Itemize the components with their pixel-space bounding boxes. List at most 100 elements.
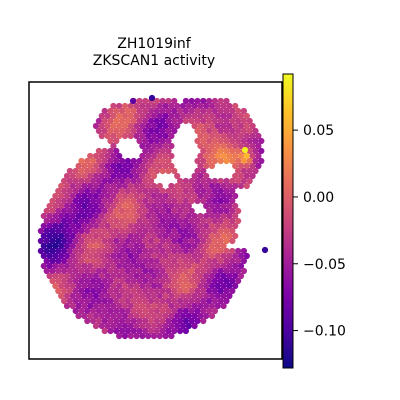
spot — [116, 192, 123, 200]
spot — [194, 177, 201, 185]
spot — [121, 112, 129, 120]
spot — [217, 237, 224, 245]
spot — [142, 97, 149, 105]
spot — [92, 282, 100, 290]
spot — [136, 127, 143, 135]
spot — [92, 162, 100, 170]
spot — [153, 147, 160, 155]
spot — [90, 167, 97, 175]
spot — [133, 232, 140, 240]
spot — [174, 302, 181, 310]
spot — [185, 262, 192, 270]
spot — [156, 202, 163, 210]
spot — [197, 112, 204, 120]
spot — [185, 272, 192, 280]
spot — [98, 192, 105, 200]
spot — [104, 132, 111, 140]
spot — [150, 312, 158, 320]
spot — [182, 257, 189, 265]
spot — [142, 187, 149, 195]
spot — [168, 272, 175, 280]
spot — [98, 162, 105, 170]
spot — [81, 262, 88, 270]
spot — [69, 222, 76, 230]
spot — [148, 257, 155, 265]
spot — [177, 317, 184, 325]
spot — [200, 167, 207, 175]
spot — [240, 177, 247, 185]
spot — [235, 267, 242, 275]
spot — [148, 107, 155, 115]
spot — [232, 252, 239, 260]
spot — [98, 302, 105, 310]
spot — [148, 94, 156, 102]
spot — [136, 197, 143, 205]
spot — [63, 172, 71, 180]
spot — [92, 262, 100, 270]
spot — [208, 302, 216, 310]
spot — [171, 97, 178, 105]
spot — [214, 142, 221, 150]
spot — [226, 132, 233, 140]
spot — [145, 192, 152, 200]
spot — [124, 227, 131, 235]
spot — [226, 122, 233, 130]
spot — [116, 282, 123, 290]
spot — [69, 282, 76, 290]
spot — [110, 192, 117, 200]
spot — [237, 132, 245, 140]
spot — [133, 242, 140, 250]
spot — [130, 227, 137, 235]
spot — [116, 132, 123, 140]
spot — [119, 317, 126, 325]
spot — [223, 237, 230, 245]
spot — [203, 242, 210, 250]
spot — [136, 297, 143, 305]
spot — [46, 202, 53, 210]
spot — [148, 157, 155, 165]
spot — [61, 177, 68, 185]
spot — [226, 222, 233, 230]
spot — [174, 112, 181, 120]
spot — [243, 112, 250, 120]
spot — [211, 227, 218, 235]
spot — [145, 312, 152, 320]
spot — [63, 232, 71, 240]
spot — [249, 142, 256, 150]
spot — [232, 162, 239, 170]
spot — [156, 222, 163, 230]
spot — [66, 277, 73, 285]
spot — [110, 222, 117, 230]
spot — [223, 207, 230, 215]
spot — [139, 122, 146, 130]
spot — [185, 112, 192, 120]
spot — [110, 172, 117, 180]
spot — [133, 182, 140, 190]
spot — [101, 157, 108, 165]
spot — [217, 257, 224, 265]
spot — [119, 227, 126, 235]
spot — [156, 282, 163, 290]
spot — [113, 317, 120, 325]
spot — [165, 297, 172, 305]
spot — [229, 267, 236, 275]
spot — [66, 227, 73, 235]
spot — [168, 182, 175, 190]
spot — [87, 212, 94, 220]
spot — [179, 112, 187, 120]
spot — [153, 207, 160, 215]
spot — [197, 162, 204, 170]
spot — [150, 102, 158, 110]
spot — [58, 282, 65, 290]
spot — [84, 197, 91, 205]
spot — [98, 262, 105, 270]
spot — [243, 132, 250, 140]
spot — [127, 292, 134, 300]
spot — [208, 272, 216, 280]
spot — [46, 242, 53, 250]
spot — [211, 257, 218, 265]
spot — [81, 162, 88, 170]
spot — [145, 142, 152, 150]
spot — [179, 202, 187, 210]
spot — [179, 282, 187, 290]
